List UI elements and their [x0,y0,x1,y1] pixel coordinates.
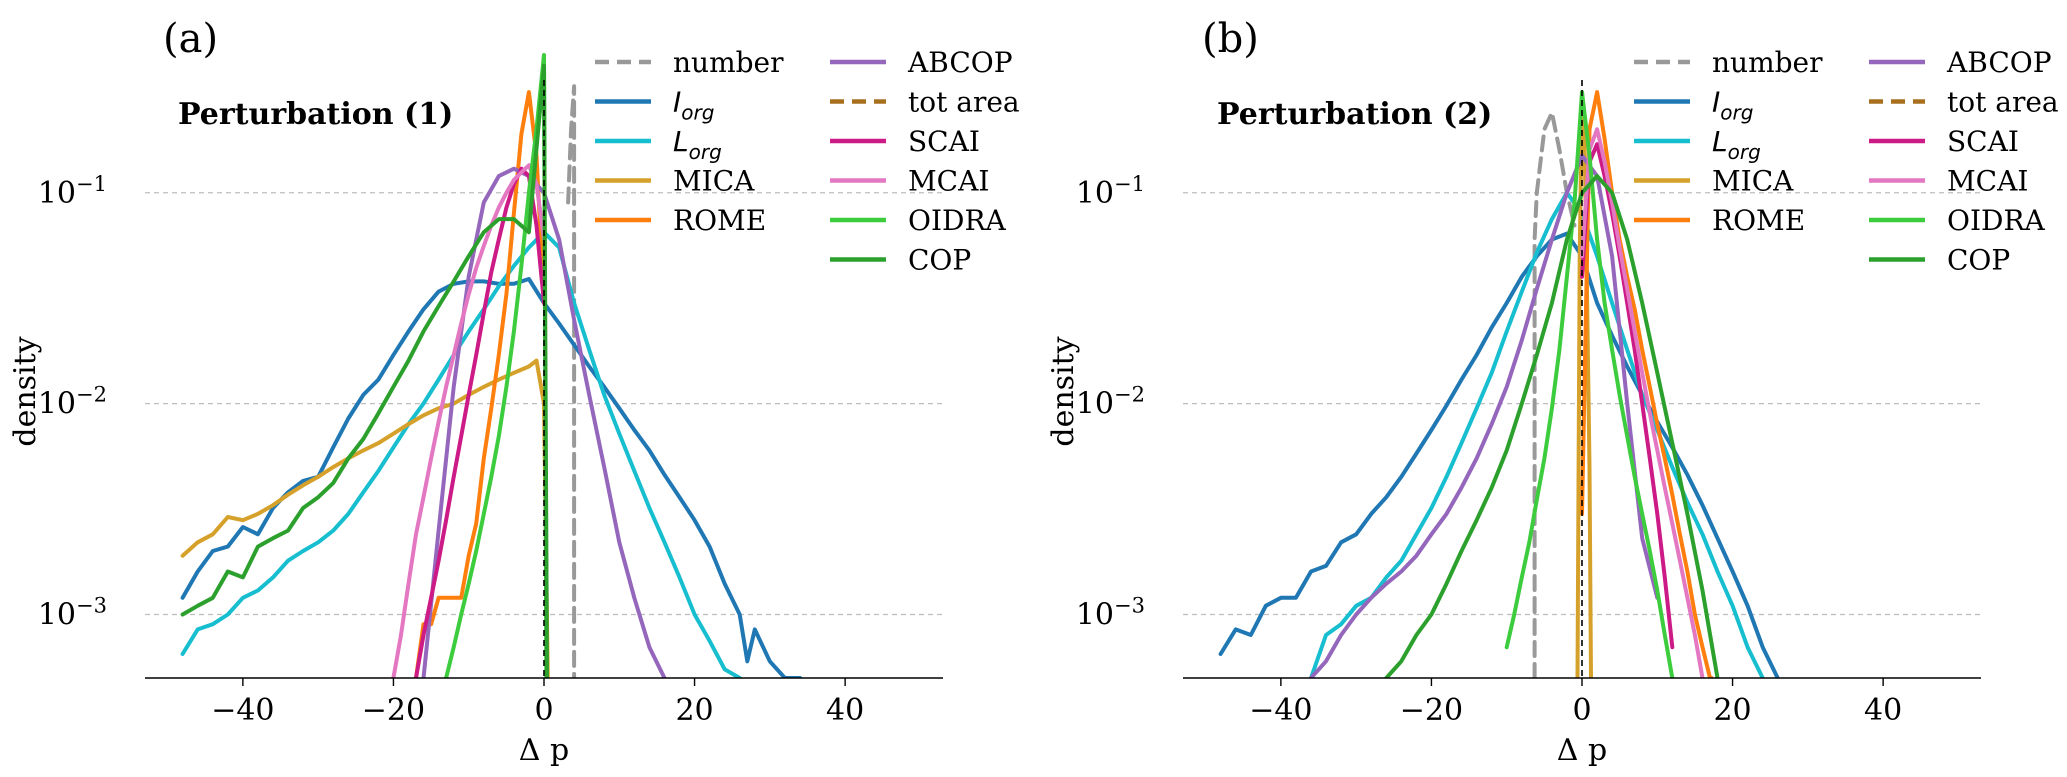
y-tick-label: 10−3 [1076,594,1145,633]
legend-label: MICA [1712,165,1794,198]
x-tick-label: 0 [534,693,553,728]
legend-label: ABCOP [907,46,1013,79]
y-tick-label: 10−2 [1076,383,1145,422]
y-tick-label: 10−1 [38,172,107,211]
legend-label: MICA [673,165,755,198]
y-axis-label: density [1046,336,1081,446]
legend-label: SCAI [1947,125,2019,158]
y-tick-label: 10−2 [38,383,107,422]
y-axis-label: density [8,336,43,446]
legend-label: MCAI [908,165,989,198]
legend-label: ABCOP [1946,46,2052,79]
series-line-number [566,84,577,678]
legend-label: Iorg [1712,86,1753,125]
panel-b: −40 −20 0 20 40 10−3 10−2 10−1 Δ p density (b) Pert… [1046,16,2059,768]
panel-title: Perturbation (1) [178,97,453,132]
legend-label: ROME [673,204,766,237]
plot-area [1218,90,1780,678]
panel-label: (b) [1202,16,1259,62]
legend-label: COP [908,244,971,277]
plot-area [180,53,802,678]
x-tick-label: −40 [211,693,274,728]
legend-label: ROME [1712,204,1805,237]
series-line-abcop [1309,153,1660,678]
legend-label: Iorg [673,86,714,125]
series-line-oidra [1504,90,1675,678]
series-line-cop [180,63,549,678]
series-line-mica [1575,90,1593,678]
x-tick-label: 20 [675,693,713,728]
x-tick-label: 20 [1713,693,1751,728]
legend-label: Lorg [1712,125,1761,164]
x-tick-label: −20 [362,693,425,728]
y-tick-label: 10−1 [1076,172,1145,211]
legend-label: COP [1947,244,2010,277]
series-line-rome [414,90,546,678]
legend-label: Lorg [673,125,722,164]
x-tick-label: 40 [1864,693,1902,728]
series-line-l-org [1309,190,1765,678]
panel-a: −40 −20 0 20 40 10−3 10−2 10−1 Δ p density (a) Pert… [8,16,1020,768]
x-tick-label: 40 [826,693,864,728]
panel-label: (a) [163,16,218,62]
series-line-mcai [1580,127,1705,678]
legend-label: OIDRA [1947,204,2046,237]
series-line-number [1532,110,1577,678]
y-tick-label: 10−3 [38,594,107,633]
legend-label: MCAI [1947,165,2028,198]
x-tick-label: −20 [1400,693,1463,728]
series-line-rome [1580,90,1714,678]
x-tick-label: 0 [1572,693,1591,728]
legend-label: number [673,46,784,79]
series-line-oidra [444,53,549,678]
series-line-mcai [391,163,546,678]
legend-label: number [1712,46,1823,79]
series-line-i-org [1218,231,1780,678]
x-tick-label: −40 [1249,693,1312,728]
legend-label: SCAI [908,125,980,158]
legend-label: OIDRA [908,204,1007,237]
x-axis-label: Δ p [519,733,569,768]
x-axis-label: Δ p [1557,733,1607,768]
legend-label: tot area [1947,86,2059,119]
series-line-cop [1384,174,1720,678]
legend-label: tot area [908,86,1020,119]
panel-title: Perturbation (2) [1217,97,1492,132]
series-line-scai [1580,142,1675,650]
